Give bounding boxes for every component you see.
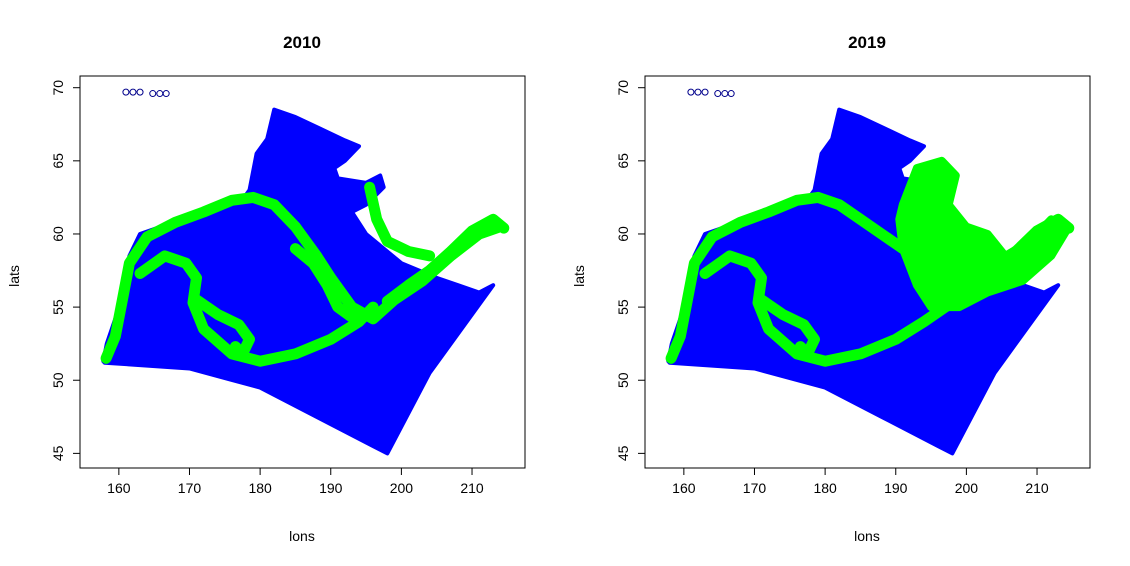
x-axis-label: lons [289, 528, 315, 544]
x-tick-label: 170 [178, 480, 202, 496]
change-band [381, 213, 510, 307]
data-point [156, 90, 164, 98]
chart-title: 2019 [848, 33, 886, 52]
y-axis-label: lats [571, 265, 587, 287]
y-axis-label: lats [6, 265, 22, 287]
y-tick-label: 45 [50, 445, 66, 461]
scatter-plot-2010: 2010 lons lats 160 170 180 190 200 210 45 50 55 6… [6, 33, 526, 544]
x-tick-label: 160 [107, 480, 131, 496]
data-point [149, 90, 157, 98]
change-band [699, 250, 951, 367]
x-tick-label: 180 [248, 480, 272, 496]
y-tick-label: 65 [50, 153, 66, 169]
data-point [687, 88, 695, 96]
y-tick-label: 60 [615, 226, 631, 242]
x-axis: 160 170 180 190 200 210 [107, 467, 484, 496]
y-tick-label: 45 [615, 445, 631, 461]
change-area [895, 156, 1073, 312]
data-point [701, 88, 709, 96]
plot-area [100, 88, 510, 456]
x-axis: 160 170 180 190 200 210 [672, 467, 1049, 496]
x-tick-label: 210 [460, 480, 484, 496]
ocean-region [101, 107, 496, 456]
y-axis: 45 50 55 60 65 70 [50, 80, 81, 461]
x-tick-label: 160 [672, 480, 696, 496]
x-axis-label: lons [854, 528, 880, 544]
data-point [714, 90, 722, 98]
scatter-plot-2019: 2019 lons lats 160 170 180 190 200 210 45 50 55 6… [571, 33, 1091, 544]
x-tick-label: 180 [813, 480, 837, 496]
data-point [694, 88, 702, 96]
data-point [721, 90, 729, 98]
chart-title: 2010 [283, 33, 321, 52]
data-point [162, 90, 170, 98]
y-tick-label: 55 [615, 299, 631, 315]
change-band [946, 213, 1075, 307]
y-tick-label: 70 [615, 80, 631, 96]
chart-panel-2019: 2019 lons lats 160 170 180 190 200 210 45 50 55 6… [565, 0, 1130, 566]
change-band [289, 243, 358, 323]
change-band [756, 294, 820, 360]
y-tick-label: 70 [50, 80, 66, 96]
change-band [364, 181, 436, 262]
data-point [129, 88, 137, 96]
y-tick-label: 65 [615, 153, 631, 169]
x-tick-label: 210 [1025, 480, 1049, 496]
plot-area [665, 88, 1075, 456]
change-band [191, 294, 255, 360]
change-band [134, 250, 379, 367]
x-tick-label: 170 [743, 480, 767, 496]
x-tick-label: 200 [955, 480, 979, 496]
data-point [727, 90, 735, 98]
y-tick-label: 55 [50, 299, 66, 315]
x-tick-label: 190 [319, 480, 343, 496]
x-tick-label: 190 [884, 480, 908, 496]
data-point [122, 88, 130, 96]
data-point [136, 88, 144, 96]
chart-panel-2010: 2010 lons lats 160 170 180 190 200 210 45 50 55 6… [6, 33, 526, 544]
y-tick-label: 50 [50, 372, 66, 388]
y-axis: 45 50 55 60 65 70 [615, 80, 646, 461]
y-tick-label: 60 [50, 226, 66, 242]
y-tick-label: 50 [615, 372, 631, 388]
x-tick-label: 200 [390, 480, 414, 496]
change-band [665, 191, 909, 364]
